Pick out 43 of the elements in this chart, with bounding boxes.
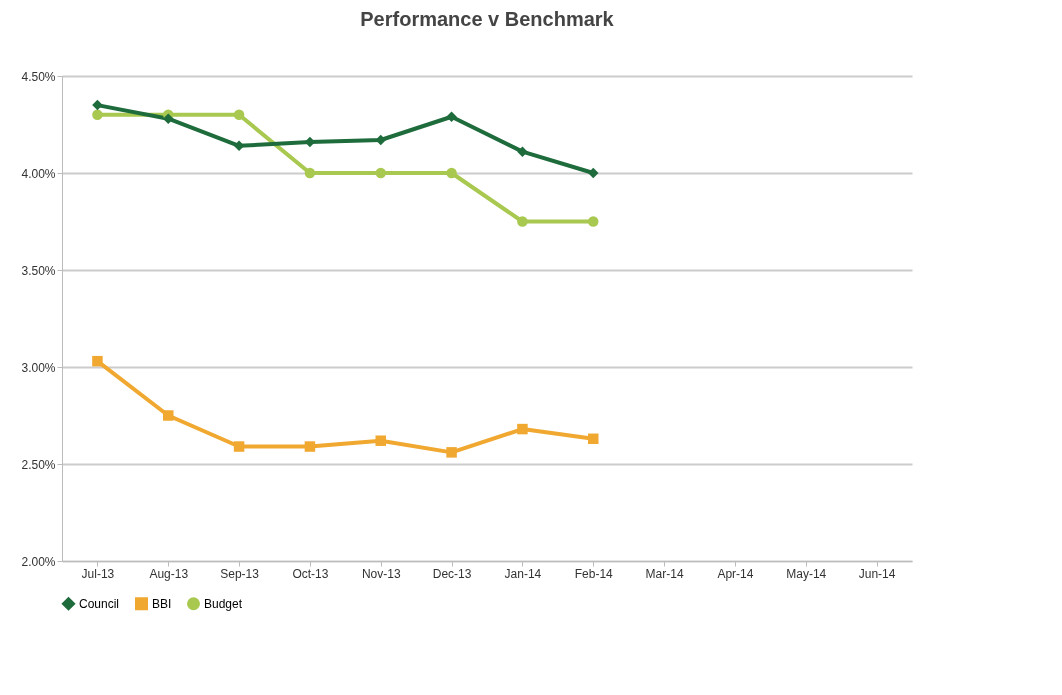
y-tick-label: 4.00% bbox=[21, 166, 56, 181]
point bbox=[163, 410, 174, 421]
point bbox=[163, 113, 174, 124]
x-tick-label: Feb-14 bbox=[574, 566, 614, 581]
point bbox=[588, 433, 599, 445]
y-tick-label: 2.00% bbox=[21, 554, 56, 569]
point bbox=[446, 167, 457, 179]
point bbox=[375, 167, 386, 179]
point bbox=[92, 109, 103, 121]
point bbox=[304, 441, 316, 452]
legend-label: Budget bbox=[204, 596, 243, 611]
y-tick-label: 3.50% bbox=[21, 263, 56, 278]
point bbox=[304, 167, 316, 179]
y-tick-label: 2.50% bbox=[21, 457, 56, 472]
y-tick-label: 3.00% bbox=[21, 360, 56, 375]
point bbox=[517, 423, 528, 435]
legend-label: Council bbox=[79, 596, 120, 611]
point bbox=[588, 216, 599, 227]
x-tick-label: Nov-13 bbox=[361, 566, 401, 581]
x-tick-label: May-14 bbox=[786, 566, 827, 581]
x-tick-label: Jan-14 bbox=[504, 566, 542, 581]
point bbox=[446, 447, 457, 458]
point bbox=[233, 441, 245, 452]
point bbox=[517, 146, 528, 157]
legend-label: BBI bbox=[152, 596, 172, 611]
y-tick-label: 4.50% bbox=[21, 69, 56, 84]
x-tick-label: Aug-13 bbox=[149, 566, 189, 581]
x-tick-label: Jul-13 bbox=[81, 566, 115, 581]
x-tick-label: Dec-13 bbox=[432, 566, 472, 581]
point bbox=[233, 109, 245, 121]
point bbox=[375, 134, 386, 146]
point bbox=[375, 435, 386, 446]
x-tick-label: Sep-13 bbox=[220, 566, 260, 581]
point bbox=[92, 99, 103, 111]
x-tick-label: Oct-13 bbox=[292, 566, 329, 581]
chart-title: Performance v Benchmark bbox=[360, 8, 615, 30]
point bbox=[92, 355, 103, 367]
point bbox=[446, 111, 457, 122]
x-tick-label: Apr-14 bbox=[717, 566, 754, 581]
point bbox=[517, 216, 528, 227]
x-tick-label: Mar-14 bbox=[645, 566, 684, 581]
x-tick-label: Jun-14 bbox=[858, 566, 896, 581]
point bbox=[588, 167, 599, 179]
